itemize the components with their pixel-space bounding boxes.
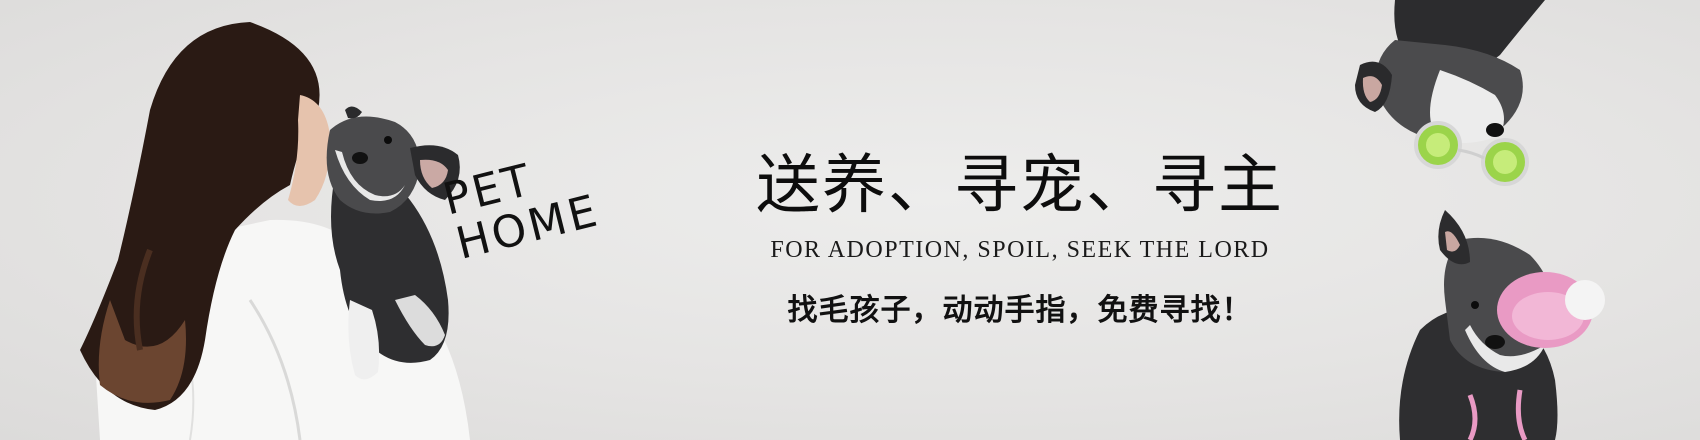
tagline: 找毛孩子，动动手指，免费寻找！	[787, 293, 1253, 328]
woman-with-dog-photo	[80, 22, 470, 440]
headline: 送养、寻宠、寻主	[756, 149, 1284, 223]
subtitle: FOR ADOPTION, SPOIL, SEEK THE LORD	[770, 237, 1270, 263]
